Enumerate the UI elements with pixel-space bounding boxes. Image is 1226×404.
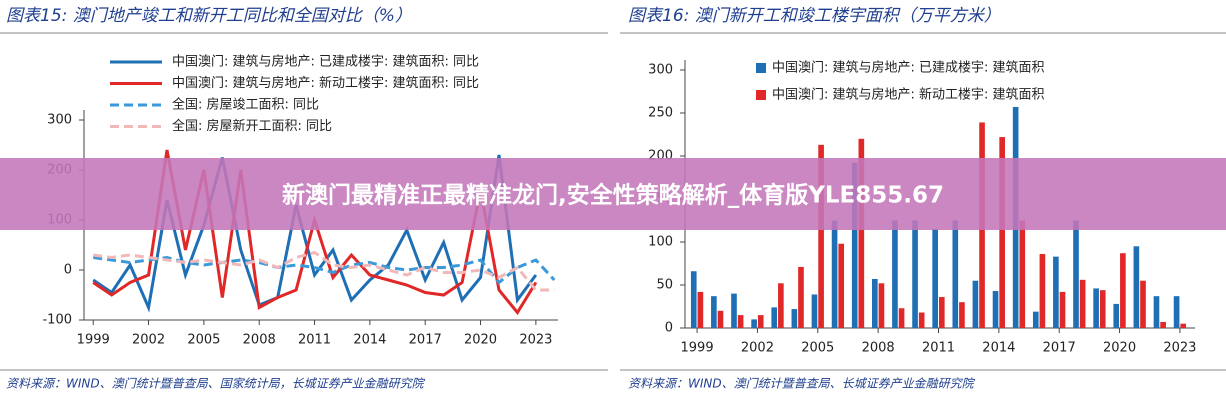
bar bbox=[731, 293, 737, 328]
bar bbox=[1039, 254, 1046, 328]
x-tick-label: 2020 bbox=[1103, 341, 1136, 356]
bar bbox=[697, 291, 704, 328]
bar bbox=[972, 280, 979, 328]
bar bbox=[1079, 279, 1086, 328]
x-tick-label: 2017 bbox=[409, 333, 442, 348]
bar bbox=[1133, 246, 1140, 328]
bar bbox=[872, 278, 878, 328]
bar bbox=[1160, 321, 1166, 328]
y-tick-label: 250 bbox=[648, 106, 673, 121]
legend-label: 中国澳门: 建筑与房地产: 已建成楼宇: 建筑面积 bbox=[772, 60, 1045, 76]
x-tick-label: 2008 bbox=[243, 333, 276, 348]
x-tick-label: 2005 bbox=[187, 333, 220, 348]
charts: -100010020030019992002200520082011201420… bbox=[42, 54, 1196, 356]
bar bbox=[892, 220, 898, 328]
x-tick-label: 1999 bbox=[681, 341, 714, 356]
bar bbox=[1053, 256, 1059, 328]
bar bbox=[959, 302, 965, 328]
y-tick-label: 0 bbox=[64, 263, 72, 278]
x-tick-label: 1999 bbox=[77, 333, 110, 348]
bar bbox=[1059, 291, 1066, 328]
bar bbox=[818, 144, 824, 328]
bar bbox=[1180, 323, 1187, 328]
x-tick-label: 2005 bbox=[801, 341, 834, 356]
x-tick-label: 2014 bbox=[982, 341, 1015, 356]
legend-swatch bbox=[756, 63, 766, 73]
bar bbox=[1113, 303, 1120, 328]
bar bbox=[1032, 311, 1039, 328]
y-tick-label: 300 bbox=[47, 113, 72, 128]
bar bbox=[1099, 290, 1106, 328]
banner-text: 新澳门最精准正最精准龙门,安全性策略解析_体育版YLE855.67 bbox=[282, 182, 944, 209]
x-tick-label: 2008 bbox=[862, 341, 895, 356]
legend-label: 全国: 房屋竣工面积: 同比 bbox=[172, 97, 319, 113]
source-note: 资料来源：WIND、澳门统计暨普查局、长城证券产业金融研究院 bbox=[628, 377, 976, 391]
bar bbox=[952, 220, 959, 328]
y-tick-label: 50 bbox=[656, 278, 673, 293]
legend-label: 全国: 房屋新开工面积: 同比 bbox=[172, 118, 332, 134]
bar bbox=[1093, 288, 1099, 328]
bar bbox=[858, 138, 865, 328]
bar bbox=[932, 229, 938, 328]
x-tick-label: 2002 bbox=[132, 333, 165, 348]
bar bbox=[1073, 220, 1079, 328]
y-tick-label: 0 bbox=[665, 321, 673, 336]
x-tick-label: 2002 bbox=[741, 341, 774, 356]
bar bbox=[938, 297, 945, 328]
y-tick-label: -100 bbox=[42, 313, 72, 328]
bar bbox=[1019, 220, 1026, 328]
bar bbox=[912, 220, 918, 328]
x-tick-label: 2023 bbox=[1163, 341, 1196, 356]
line-series bbox=[93, 255, 556, 285]
bar bbox=[690, 271, 697, 328]
bar bbox=[717, 310, 724, 328]
bar bbox=[771, 307, 778, 328]
line-series bbox=[93, 250, 555, 292]
y-tick-label: 100 bbox=[648, 235, 673, 250]
bar bbox=[757, 315, 764, 328]
x-tick-label: 2023 bbox=[519, 333, 552, 348]
bar bbox=[898, 308, 905, 328]
bar bbox=[751, 319, 757, 328]
legend-label: 中国澳门: 建筑与房地产: 新动工楼宇: 建筑面积: 同比 bbox=[172, 75, 479, 91]
bar bbox=[838, 243, 845, 328]
bar bbox=[878, 283, 885, 328]
bar bbox=[992, 291, 999, 328]
legend-swatch bbox=[756, 90, 766, 100]
bar bbox=[711, 296, 717, 328]
x-tick-label: 2011 bbox=[298, 333, 331, 348]
x-tick-label: 2020 bbox=[464, 333, 497, 348]
legend-label: 中国澳门: 建筑与房地产: 新动工楼宇: 建筑面积 bbox=[772, 87, 1045, 103]
bar bbox=[999, 137, 1005, 328]
chart-title: 图表16: 澳门新开工和竣工楼宇面积（万平方米） bbox=[628, 6, 1001, 26]
bar bbox=[811, 294, 818, 328]
bar bbox=[1153, 296, 1160, 328]
bar bbox=[1173, 296, 1180, 328]
bar bbox=[1120, 253, 1126, 328]
bar bbox=[798, 266, 804, 328]
bar bbox=[918, 312, 925, 328]
bar bbox=[737, 315, 744, 328]
bar bbox=[778, 283, 784, 328]
y-tick-label: 300 bbox=[648, 63, 673, 78]
chart-title: 图表15: 澳门地产竣工和新开工同比和全国对比（%） bbox=[6, 6, 412, 26]
bar bbox=[791, 309, 798, 328]
bar bbox=[1140, 280, 1146, 328]
x-tick-label: 2014 bbox=[353, 333, 386, 348]
bar bbox=[831, 220, 838, 328]
legend-label: 中国澳门: 建筑与房地产: 已建成楼宇: 建筑面积: 同比 bbox=[172, 54, 479, 70]
x-tick-label: 2011 bbox=[922, 341, 955, 356]
source-note: 资料来源：WIND、澳门统计暨普查局、国家统计局，长城证券产业金融研究院 bbox=[6, 377, 426, 391]
x-tick-label: 2017 bbox=[1043, 341, 1076, 356]
bar bbox=[851, 162, 858, 328]
banner-band bbox=[0, 158, 1226, 230]
